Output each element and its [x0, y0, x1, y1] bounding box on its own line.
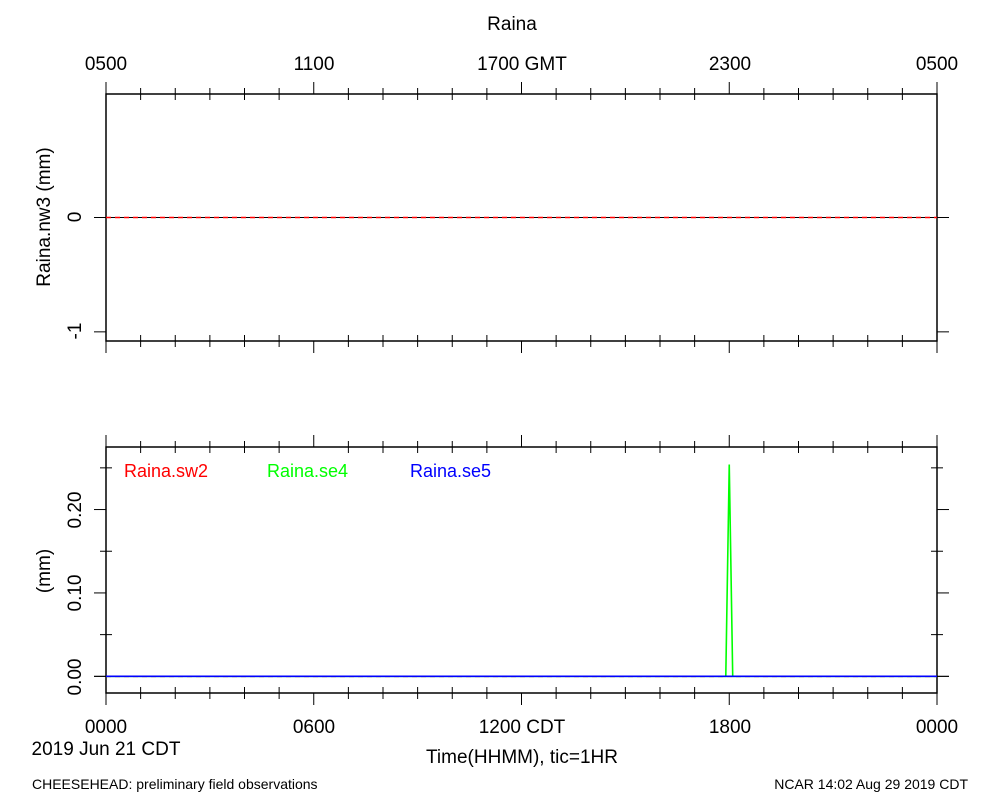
panel2-frame: [105, 446, 938, 694]
top-tick-label: 0500: [85, 54, 127, 75]
date-label: 2019 Jun 21 CDT: [32, 739, 181, 760]
bottom-tick-label: 1200 CDT: [479, 717, 566, 738]
bottom-tick-label: 0000: [85, 717, 127, 738]
footer-right: NCAR 14:02 Aug 29 2019 CDT: [774, 776, 968, 792]
bottom-tick-label: 1800: [709, 717, 751, 738]
panel2-ytick-label: 0.00: [65, 659, 86, 696]
footer-left: CHEESEHEAD: preliminary field observatio…: [32, 776, 318, 792]
legend-se4: Raina.se4: [267, 461, 348, 481]
panel1-ytick-label: 0: [65, 212, 86, 223]
bottom-tick-label: 0000: [916, 717, 958, 738]
legend-sw2: Raina.sw2: [124, 461, 208, 481]
legend-se5: Raina.se5: [410, 461, 491, 481]
panel2-ylabel: (mm): [34, 549, 55, 593]
panel2-ytick-label: 0.20: [65, 492, 86, 529]
top-tick-label: 1700 GMT: [477, 54, 567, 75]
bottom-tick-label: 0600: [293, 717, 335, 738]
panel2-ticks: [94, 435, 949, 705]
chart-title: Raina: [487, 14, 537, 35]
top-tick-label: 2300: [709, 54, 751, 75]
panel1-ylabel: Raina.nw3 (mm): [34, 147, 55, 286]
series-line: [106, 464, 937, 678]
panel2-lines: [106, 464, 937, 678]
x-axis-label: Time(HHMM), tic=1HR: [426, 747, 618, 768]
bottom-axis-labels: 0000 0600 1200 CDT 1800 0000: [85, 717, 958, 738]
panel1-ytick-label: -1: [65, 323, 86, 340]
top-axis-labels: 0500 1100 1700 GMT 2300 0500: [85, 54, 958, 75]
panel2-ytick-label: 0.10: [65, 575, 86, 612]
top-tick-label: 0500: [916, 54, 958, 75]
top-tick-label: 1100: [294, 54, 335, 75]
